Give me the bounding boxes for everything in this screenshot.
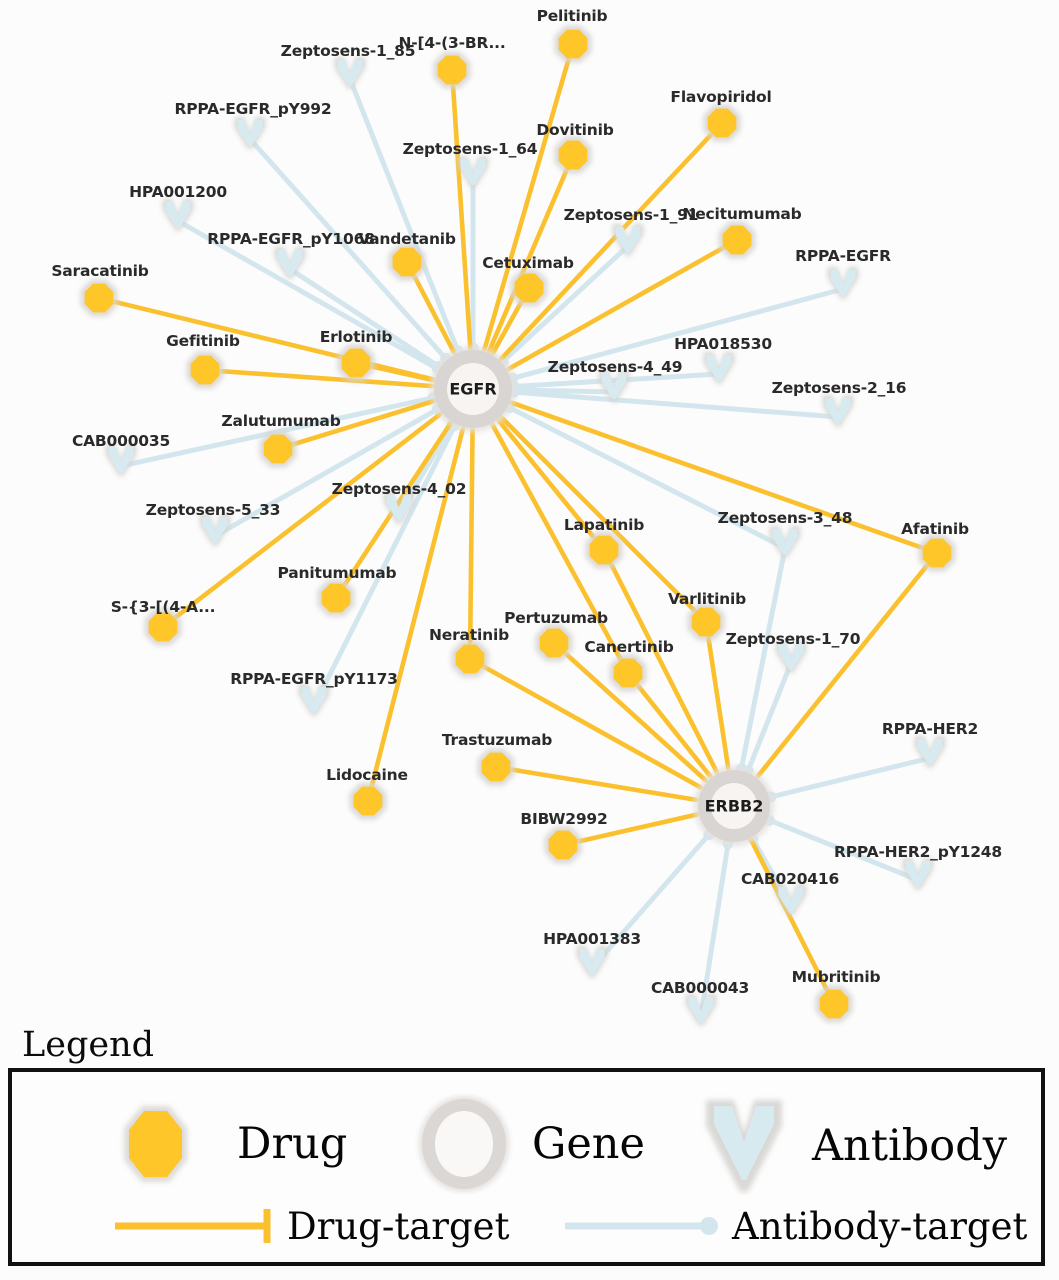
legend-panel: Legend Drug	[0, 1025, 1059, 1280]
antibody-node[interactable]	[234, 117, 266, 149]
legend-antibody-edge-label: Antibody-target	[732, 1204, 1028, 1248]
legend-gene-item: Gene	[412, 1094, 645, 1194]
antibody-node[interactable]	[334, 57, 366, 89]
drug-node[interactable]	[388, 243, 426, 281]
legend-drug-item: Drug	[107, 1094, 347, 1194]
legend-drug-edge-label: Drug-target	[287, 1204, 510, 1248]
antibody-node[interactable]	[775, 641, 807, 673]
antibody-node[interactable]	[274, 247, 306, 279]
drug-icon	[124, 1106, 187, 1182]
antibody-node[interactable]	[383, 492, 415, 524]
drug-node[interactable]	[317, 579, 355, 617]
legend-title: Legend	[22, 1025, 155, 1065]
drug-node[interactable]	[451, 640, 489, 678]
antibody-node[interactable]	[162, 199, 194, 231]
antibody-icon	[706, 1100, 782, 1192]
antibody-node[interactable]	[914, 736, 946, 768]
drug-node[interactable]	[718, 221, 756, 259]
antibody-node[interactable]	[576, 946, 608, 978]
antibody-node[interactable]	[457, 156, 489, 188]
drug-node[interactable]	[687, 603, 725, 641]
drug-node[interactable]	[535, 624, 573, 662]
legend-edge-row: Drug-target Antibody-target	[12, 1200, 1041, 1260]
gene-icon	[419, 1096, 509, 1192]
antibody-node[interactable]	[612, 224, 644, 256]
antibody-node[interactable]	[685, 994, 717, 1026]
drug-node[interactable]	[144, 608, 182, 646]
antibody-node[interactable]	[703, 352, 735, 384]
drug-node[interactable]	[703, 104, 741, 142]
legend-box: Drug Gene Antib	[8, 1068, 1045, 1266]
antibody-node[interactable]	[298, 684, 330, 716]
drug-node[interactable]	[80, 279, 118, 317]
legend-drug-label: Drug	[237, 1118, 348, 1169]
drug-node[interactable]	[815, 985, 853, 1023]
drug-node[interactable]	[337, 344, 375, 382]
antibody-node[interactable]	[199, 514, 231, 546]
antibody-node[interactable]	[105, 444, 137, 476]
drug-target-edge-icon	[115, 1209, 271, 1243]
antibody-node[interactable]	[769, 526, 801, 558]
drug-node[interactable]	[609, 654, 647, 692]
drug-node[interactable]	[544, 826, 582, 864]
gene-node-label: EGFR	[449, 379, 497, 399]
legend-antibody-label: Antibody	[812, 1121, 1008, 1171]
drug-node[interactable]	[554, 136, 592, 174]
drug-node[interactable]	[477, 748, 515, 786]
legend-antibody-edge-item: Antibody-target	[557, 1200, 1027, 1252]
network-graph-svg	[80, 25, 956, 1026]
drug-node[interactable]	[433, 51, 471, 89]
gene-node-erbb2[interactable]	[694, 766, 774, 846]
legend-gene-label: Gene	[532, 1118, 645, 1169]
legend-antibody-item: Antibody	[692, 1094, 1007, 1199]
antibody-node[interactable]	[822, 395, 854, 427]
drug-node[interactable]	[918, 534, 956, 572]
drug-node[interactable]	[259, 430, 297, 468]
drug-node[interactable]	[585, 531, 623, 569]
edge-layer	[96, 41, 940, 1019]
antibody-target-edge-icon	[565, 1217, 718, 1235]
legend-node-row: Drug Gene Antib	[12, 1094, 1041, 1194]
drug-node[interactable]	[510, 269, 548, 307]
antibody-node[interactable]	[902, 858, 934, 890]
antibody-node[interactable]	[598, 370, 630, 402]
antibody-node[interactable]	[775, 884, 807, 916]
legend-drug-edge-item: Drug-target	[107, 1200, 509, 1252]
drug-node[interactable]	[186, 351, 224, 389]
antibody-node[interactable]	[827, 267, 859, 299]
node-layer	[80, 25, 956, 1026]
drug-node[interactable]	[554, 25, 592, 63]
drug-node[interactable]	[349, 782, 387, 820]
network-diagram: Zeptosens-1_85 RPPA-EGFR_pY992 HPA001200 RP…	[51, 7, 1003, 1026]
gene-node-egfr[interactable]	[430, 346, 516, 432]
gene-node-label: ERBB2	[704, 796, 764, 816]
